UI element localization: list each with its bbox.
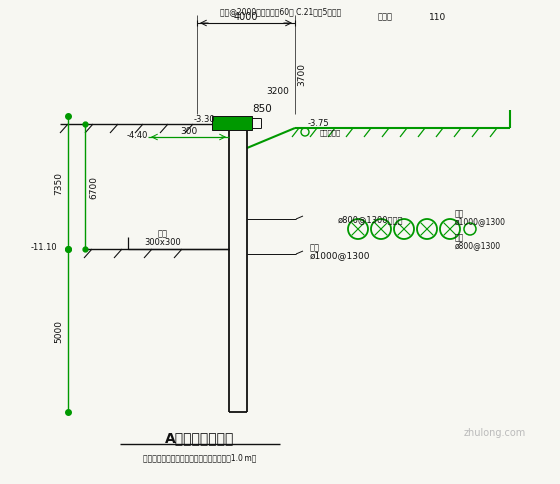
Text: -11.10: -11.10 — [30, 243, 57, 252]
Text: 5000: 5000 — [54, 319, 63, 342]
Text: 注：止水桩桩端宜进砂卵石层资入钻孔土层1.0 m。: 注：止水桩桩端宜进砂卵石层资入钻孔土层1.0 m。 — [143, 453, 256, 462]
Text: -4.40: -4.40 — [127, 130, 148, 139]
Text: zhulong.com: zhulong.com — [464, 427, 526, 437]
Text: 7350: 7350 — [54, 172, 63, 195]
Text: 4000: 4000 — [234, 12, 258, 22]
Text: ø1000@1300: ø1000@1300 — [310, 251, 371, 260]
Text: 测水管标识: 测水管标识 — [320, 129, 341, 136]
Text: 3700: 3700 — [297, 63, 306, 86]
Text: -3.75: -3.75 — [308, 118, 330, 127]
Polygon shape — [212, 117, 252, 131]
Text: 3200: 3200 — [267, 86, 290, 95]
Text: 主桨: 主桨 — [310, 243, 320, 252]
Text: 300: 300 — [180, 126, 197, 135]
Text: 主排: 主排 — [455, 209, 464, 218]
Text: 支撑: 支撑 — [158, 229, 168, 238]
Text: 笔架路: 笔架路 — [377, 13, 393, 21]
Text: 300x300: 300x300 — [144, 238, 181, 247]
Text: -3.30: -3.30 — [193, 115, 215, 124]
Text: 6700: 6700 — [90, 176, 99, 198]
Text: ø1000@1300: ø1000@1300 — [455, 217, 506, 226]
Text: 副排: 副排 — [455, 233, 464, 242]
Text: 850: 850 — [252, 104, 272, 114]
Text: 钛孔@2000钛机桩，钛60蚜 C.21扣有5分割面: 钛孔@2000钛机桩，钛60蚜 C.21扣有5分割面 — [220, 7, 341, 16]
Text: A区基坑支护剖面: A区基坑支护剖面 — [165, 430, 235, 444]
Text: ø800@1300钛机桩: ø800@1300钛机桩 — [338, 215, 404, 224]
Text: 110: 110 — [430, 13, 447, 21]
Text: ø800@1300: ø800@1300 — [455, 241, 501, 250]
